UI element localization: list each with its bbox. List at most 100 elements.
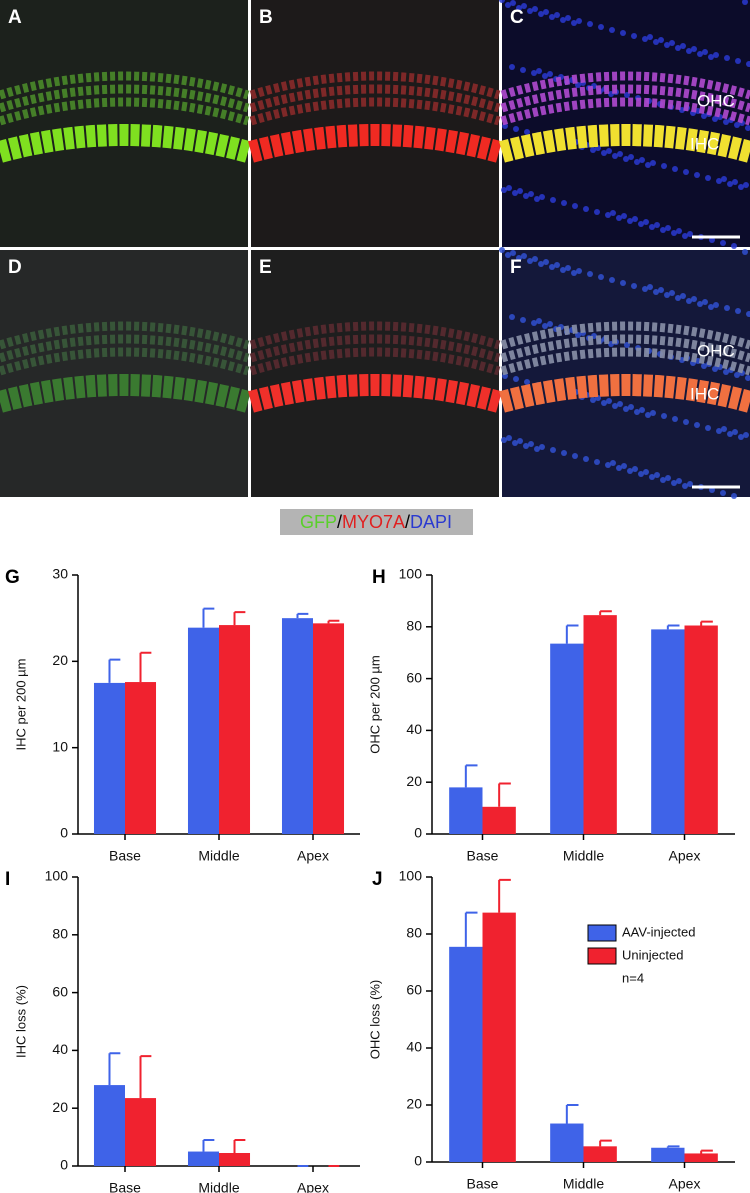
nucleus	[561, 200, 567, 206]
nucleus	[594, 209, 600, 215]
nucleus	[543, 259, 549, 265]
y-tick-label: 100	[399, 868, 423, 884]
nucleus	[653, 289, 659, 295]
error-bar	[233, 1138, 246, 1153]
nucleus	[654, 222, 660, 228]
nucleus	[682, 483, 688, 489]
image-panel: C OHC IHC	[499, 0, 750, 249]
nucleus	[716, 428, 722, 434]
error-bar	[464, 764, 478, 788]
ihc-row	[0, 124, 251, 163]
bar	[125, 682, 157, 834]
bar	[93, 1085, 125, 1166]
nucleus	[634, 409, 640, 415]
nucleus	[643, 219, 649, 225]
nucleus	[705, 425, 711, 431]
nucleus	[587, 271, 593, 277]
nucleus	[658, 287, 664, 293]
x-tick-label: Apex	[669, 1176, 701, 1192]
nucleus	[606, 148, 612, 154]
nucleus	[620, 30, 626, 36]
ihc-row	[248, 124, 502, 163]
bar	[583, 615, 617, 834]
nucleus	[621, 463, 627, 469]
bar	[187, 1151, 219, 1166]
y-tick-label: 20	[406, 1096, 422, 1112]
nucleus	[594, 459, 600, 465]
error-bar	[139, 651, 152, 683]
nucleus	[520, 67, 526, 73]
nucleus	[642, 36, 648, 42]
ihc-row	[248, 374, 502, 413]
nucleus	[505, 2, 511, 8]
nucleus	[531, 70, 537, 76]
ohc-row	[500, 334, 750, 363]
nucleus	[501, 437, 507, 443]
nucleus	[649, 474, 655, 480]
nucleus	[601, 150, 607, 156]
image-panel: A	[0, 0, 251, 247]
panel-letter: I	[5, 869, 10, 890]
ohc-row	[249, 321, 501, 350]
nucleus	[687, 231, 693, 237]
ohc-row	[0, 321, 250, 350]
nucleus	[727, 181, 733, 187]
nucleus	[660, 477, 666, 483]
nucleus	[610, 460, 616, 466]
error-bar	[233, 611, 246, 626]
nucleus	[716, 178, 722, 184]
y-axis-label: IHC per 200 µm	[13, 658, 28, 750]
nucleus	[632, 466, 638, 472]
nucleus	[697, 51, 703, 57]
nucleus	[598, 24, 604, 30]
nucleus	[742, 249, 748, 255]
stain-legend-part: MYO7A	[342, 512, 405, 532]
nucleus	[746, 311, 750, 317]
nucleus	[532, 256, 538, 262]
nucleus	[505, 252, 511, 258]
nucleus	[549, 14, 555, 20]
nucleus	[536, 68, 542, 74]
nucleus	[521, 253, 527, 259]
error-bar	[296, 612, 309, 619]
nucleus	[702, 299, 708, 305]
ohc-row	[249, 84, 501, 113]
panel-bg	[502, 0, 750, 247]
y-tick-label: 0	[60, 1157, 68, 1173]
legend-swatch	[587, 924, 617, 942]
nucleus	[687, 481, 693, 487]
panel-letter: B	[259, 7, 273, 28]
nucleus	[745, 125, 750, 131]
error-bar	[464, 911, 478, 947]
nucleus	[665, 225, 671, 231]
nucleus	[734, 372, 740, 378]
nucleus	[691, 296, 697, 302]
stain-legend: GFP/MYO7A/DAPI	[300, 512, 452, 532]
nucleus	[521, 3, 527, 9]
nucleus	[676, 478, 682, 484]
nucleus	[650, 410, 656, 416]
x-tick-label: Apex	[669, 848, 701, 864]
nucleus	[723, 119, 729, 125]
error-bar	[202, 1138, 215, 1152]
error-bar	[202, 607, 215, 628]
panel-bg	[502, 250, 750, 497]
stain-legend-part: /	[337, 512, 342, 532]
nucleus	[524, 379, 530, 385]
panel-bg	[251, 250, 499, 497]
nucleus	[683, 169, 689, 175]
nucleus	[721, 426, 727, 432]
nucleus	[623, 156, 629, 162]
nucleus	[542, 73, 548, 79]
bar	[684, 1153, 718, 1162]
nucleus	[664, 42, 670, 48]
y-tick-label: 0	[414, 1153, 422, 1169]
y-tick-label: 100	[399, 566, 423, 582]
nucleus	[686, 48, 692, 54]
y-tick-label: 60	[406, 982, 422, 998]
error-bar	[498, 782, 511, 807]
nucleus	[583, 456, 589, 462]
image-panel: B	[248, 0, 502, 247]
nucleus	[565, 15, 571, 21]
